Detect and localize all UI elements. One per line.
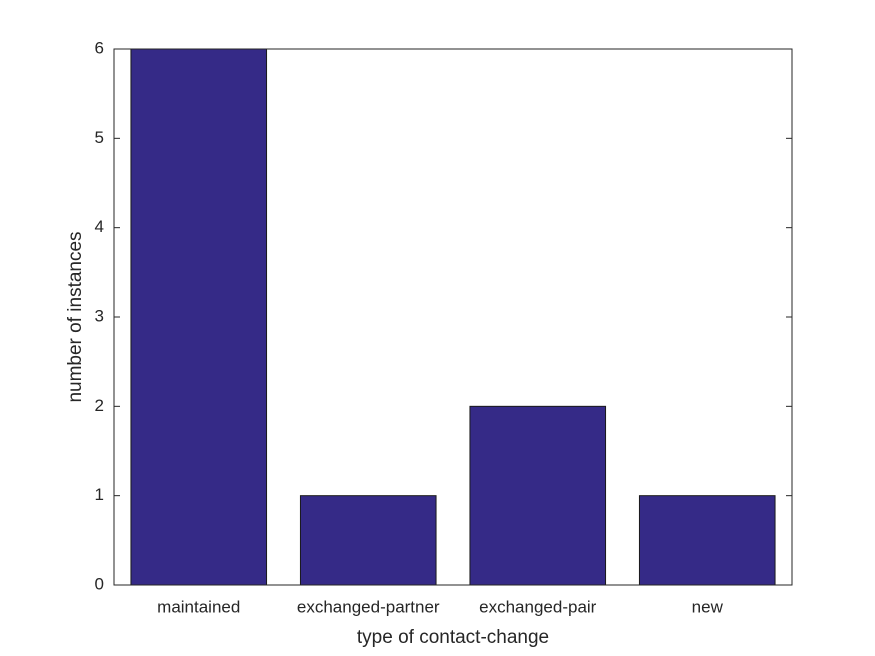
y-tick-label: 0: [95, 574, 104, 593]
x-tick-label: new: [692, 597, 724, 616]
x-tick-label: exchanged-pair: [479, 597, 597, 616]
bar: [130, 48, 268, 586]
axes-box: [113, 48, 793, 586]
y-tick-label: 5: [95, 128, 104, 147]
y-axis-label: number of instances: [65, 231, 86, 402]
y-tick-label: 6: [95, 38, 104, 57]
y-tick-label: 3: [95, 306, 104, 325]
bar: [299, 495, 437, 586]
bar: [469, 405, 607, 586]
y-tick-label: 4: [95, 217, 104, 236]
x-axis-label: type of contact-change: [357, 627, 549, 648]
bar: [638, 495, 776, 586]
x-tick-label: exchanged-partner: [297, 597, 440, 616]
y-tick-label: 2: [95, 396, 104, 415]
y-tick-label: 1: [95, 485, 104, 504]
x-tick-label: maintained: [157, 597, 240, 616]
